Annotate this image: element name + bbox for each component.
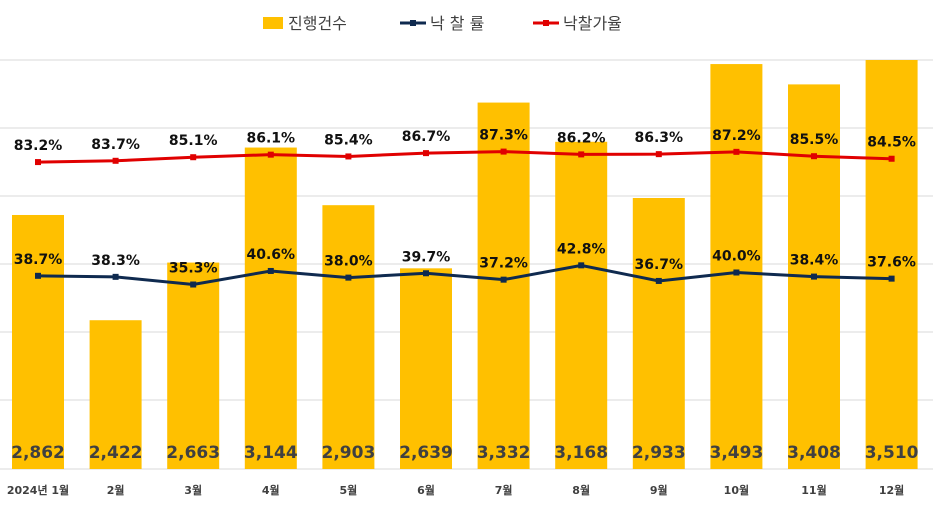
x-tick-label: 4월 (262, 483, 280, 497)
legend-swatch-bar (263, 17, 283, 29)
rate-point (888, 275, 895, 282)
price-data-label: 87.2% (712, 128, 761, 144)
rate-point (35, 272, 41, 279)
bar (322, 205, 375, 469)
price-point (267, 151, 274, 158)
bar (167, 262, 220, 469)
price-data-label: 87.3% (479, 128, 528, 144)
price-data-label: 84.5% (867, 135, 916, 151)
rate-data-label: 37.2% (479, 256, 528, 272)
bar-data-label: 2,903 (322, 443, 376, 463)
bar (244, 147, 297, 469)
bar-data-label: 3,144 (244, 443, 298, 463)
bar (710, 64, 763, 470)
rate-line (37, 263, 892, 287)
rate-point (345, 274, 352, 281)
x-tick-label: 9월 (650, 483, 668, 497)
price-point (655, 151, 662, 158)
bar (477, 102, 530, 469)
rate-data-label: 36.7% (635, 257, 684, 273)
x-tick-label: 12월 (879, 483, 904, 497)
rate-data-label: 35.3% (169, 261, 218, 277)
bar (632, 198, 685, 469)
bar-data-label: 2,639 (399, 443, 453, 463)
price-data-label: 85.4% (324, 132, 373, 148)
price-data-label: 86.1% (247, 131, 296, 147)
x-tick-label: 2월 (107, 483, 125, 497)
bar-data-label: 3,168 (554, 443, 608, 463)
data-labels: 2,862 2,422 2,663 3,144 2,903 2,639 3,332 3,168… (11, 128, 919, 463)
bar-data-label: 3,493 (710, 443, 764, 463)
rate-data-label: 40.0% (712, 249, 761, 265)
price-data-label: 86.2% (557, 130, 606, 146)
legend-label: 진행건수 (288, 14, 347, 33)
legend-marker (543, 20, 549, 26)
bar (865, 60, 918, 469)
price-data-label: 86.7% (402, 129, 451, 145)
rate-point (267, 267, 274, 274)
price-point (345, 153, 352, 160)
price-point (423, 150, 429, 157)
x-tick-label: 10월 (724, 483, 749, 497)
price-point (112, 157, 119, 164)
x-tick-label: 8월 (572, 483, 590, 497)
bar-series-진행건수 (12, 60, 918, 470)
bar (89, 320, 142, 469)
price-point (578, 151, 585, 158)
rate-data-label: 38.4% (790, 253, 839, 269)
bar (555, 141, 608, 470)
bar-data-label: 2,422 (89, 443, 143, 463)
rate-data-label: 40.6% (247, 247, 296, 263)
rate-data-label: 39.7% (402, 249, 451, 265)
x-tick-label: 6월 (417, 483, 435, 497)
rate-data-label: 42.8% (557, 241, 606, 257)
legend-label: 낙찰가율 (563, 14, 622, 33)
legend-label: 낙 찰 률 (430, 14, 484, 33)
legend-marker (410, 20, 416, 26)
rate-point (733, 269, 740, 276)
bar-data-label: 3,408 (787, 443, 841, 463)
rate-point (500, 276, 507, 283)
x-tick-label: 11월 (801, 483, 826, 497)
bar-data-label: 3,510 (865, 443, 919, 463)
bar-data-label: 3,332 (477, 443, 531, 463)
bar (400, 268, 452, 469)
rate-data-label: 38.0% (324, 254, 373, 270)
bar-data-label: 2,933 (632, 443, 686, 463)
gridlines (0, 59, 933, 470)
price-point (888, 155, 895, 162)
x-axis: 2024년 1월 2월 3월 4월 5월 6월 7월 8월 9월 10월 11월 12월 (7, 483, 904, 497)
rate-point (190, 281, 197, 288)
x-tick-label: 2024년 1월 (7, 483, 69, 497)
price-data-label: 83.2% (14, 138, 63, 154)
price-point (500, 148, 507, 155)
x-tick-label: 3월 (184, 483, 202, 497)
price-point (733, 148, 740, 155)
price-data-label: 83.7% (91, 137, 140, 153)
rate-data-label: 38.3% (91, 253, 140, 269)
rate-point (423, 270, 429, 277)
rate-data-label: 38.7% (14, 252, 63, 268)
rate-point (655, 277, 662, 284)
x-tick-label: 7월 (495, 483, 513, 497)
price-point (35, 159, 41, 166)
x-tick-label: 5월 (340, 483, 358, 497)
price-line (37, 150, 892, 164)
bar-data-label: 2,663 (166, 443, 220, 463)
price-point (811, 153, 817, 160)
line-series (35, 148, 895, 288)
rate-point (578, 262, 585, 269)
bar-data-label: 2,862 (11, 443, 65, 463)
price-data-label: 85.1% (169, 133, 218, 149)
price-data-label: 86.3% (635, 130, 684, 146)
legend: 진행건수 낙 찰 률 낙찰가율 (263, 14, 622, 33)
rate-point (811, 273, 817, 280)
price-point (190, 154, 197, 161)
price-data-label: 85.5% (790, 132, 839, 148)
bar (12, 214, 64, 469)
rate-data-label: 37.6% (867, 255, 916, 271)
rate-point (112, 273, 119, 280)
